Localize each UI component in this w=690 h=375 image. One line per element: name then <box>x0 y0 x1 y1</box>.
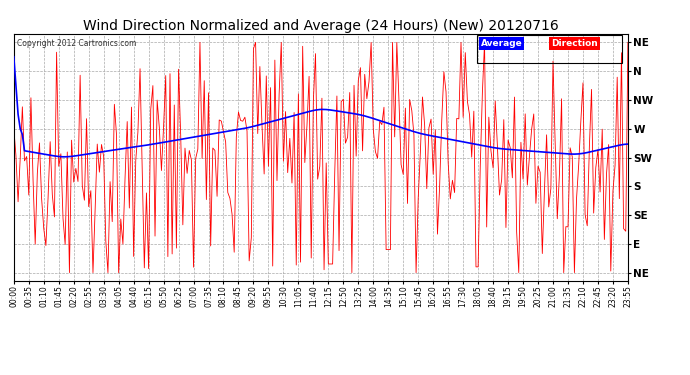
Title: Wind Direction Normalized and Average (24 Hours) (New) 20120716: Wind Direction Normalized and Average (2… <box>83 19 559 33</box>
Text: Average: Average <box>480 39 522 48</box>
Text: Copyright 2012 Cartronics.com: Copyright 2012 Cartronics.com <box>17 39 136 48</box>
Text: Direction: Direction <box>551 39 598 48</box>
